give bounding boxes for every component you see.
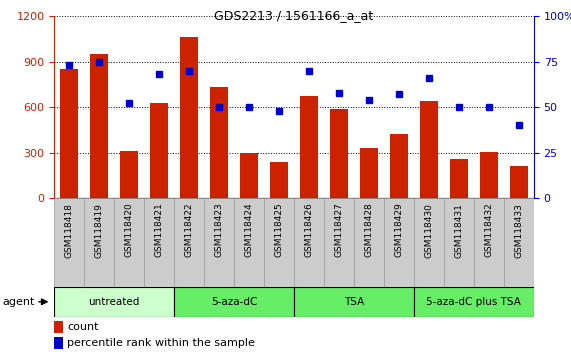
Bar [330, 109, 348, 198]
Text: percentile rank within the sample: percentile rank within the sample [67, 338, 255, 348]
Bar [354, 198, 384, 287]
Bar [414, 198, 444, 287]
Bar [294, 287, 414, 317]
Text: GSM118421: GSM118421 [155, 202, 164, 257]
Bar [120, 151, 138, 198]
Bar [144, 198, 174, 287]
Bar [420, 101, 438, 198]
Text: 5-aza-dC plus TSA: 5-aza-dC plus TSA [427, 297, 521, 307]
Bar [180, 37, 198, 198]
Text: GSM118427: GSM118427 [335, 202, 344, 257]
Text: GSM118424: GSM118424 [244, 202, 254, 257]
Bar [234, 198, 264, 287]
Text: 5-aza-dC: 5-aza-dC [211, 297, 258, 307]
Bar [90, 54, 108, 198]
Bar [414, 287, 534, 317]
Text: GSM118431: GSM118431 [455, 202, 464, 258]
Text: GSM118423: GSM118423 [215, 202, 224, 257]
Bar [510, 166, 528, 198]
Bar [390, 135, 408, 198]
Bar [384, 198, 414, 287]
Bar [174, 287, 294, 317]
Bar [114, 198, 144, 287]
Text: GSM118428: GSM118428 [364, 202, 373, 257]
Bar [480, 152, 498, 198]
Bar [61, 69, 78, 198]
Text: GSM118425: GSM118425 [275, 202, 284, 257]
Text: GSM118432: GSM118432 [484, 202, 493, 257]
Bar [85, 198, 114, 287]
Text: GSM118429: GSM118429 [395, 202, 404, 257]
Bar [360, 148, 378, 198]
Text: GSM118418: GSM118418 [65, 202, 74, 258]
Bar [210, 87, 228, 198]
Bar [54, 321, 63, 333]
Bar [174, 198, 204, 287]
Text: GSM118422: GSM118422 [184, 202, 194, 257]
Bar [504, 198, 534, 287]
Text: TSA: TSA [344, 297, 364, 307]
Bar [294, 198, 324, 287]
Text: GSM118430: GSM118430 [424, 202, 433, 258]
Text: GDS2213 / 1561166_a_at: GDS2213 / 1561166_a_at [215, 9, 373, 22]
Text: GSM118426: GSM118426 [304, 202, 313, 257]
Bar [204, 198, 234, 287]
Bar [54, 198, 85, 287]
Bar [240, 153, 258, 198]
Text: untreated: untreated [89, 297, 140, 307]
Bar [300, 96, 318, 198]
Text: GSM118433: GSM118433 [514, 202, 524, 258]
Text: GSM118420: GSM118420 [124, 202, 134, 257]
Bar [264, 198, 294, 287]
Bar [324, 198, 354, 287]
Text: count: count [67, 322, 99, 332]
Bar [54, 287, 174, 317]
Text: agent: agent [3, 297, 35, 307]
Bar [54, 337, 63, 349]
Text: GSM118419: GSM118419 [95, 202, 104, 258]
Bar [270, 162, 288, 198]
Bar [474, 198, 504, 287]
Bar [150, 103, 168, 198]
Bar [450, 159, 468, 198]
Bar [444, 198, 474, 287]
